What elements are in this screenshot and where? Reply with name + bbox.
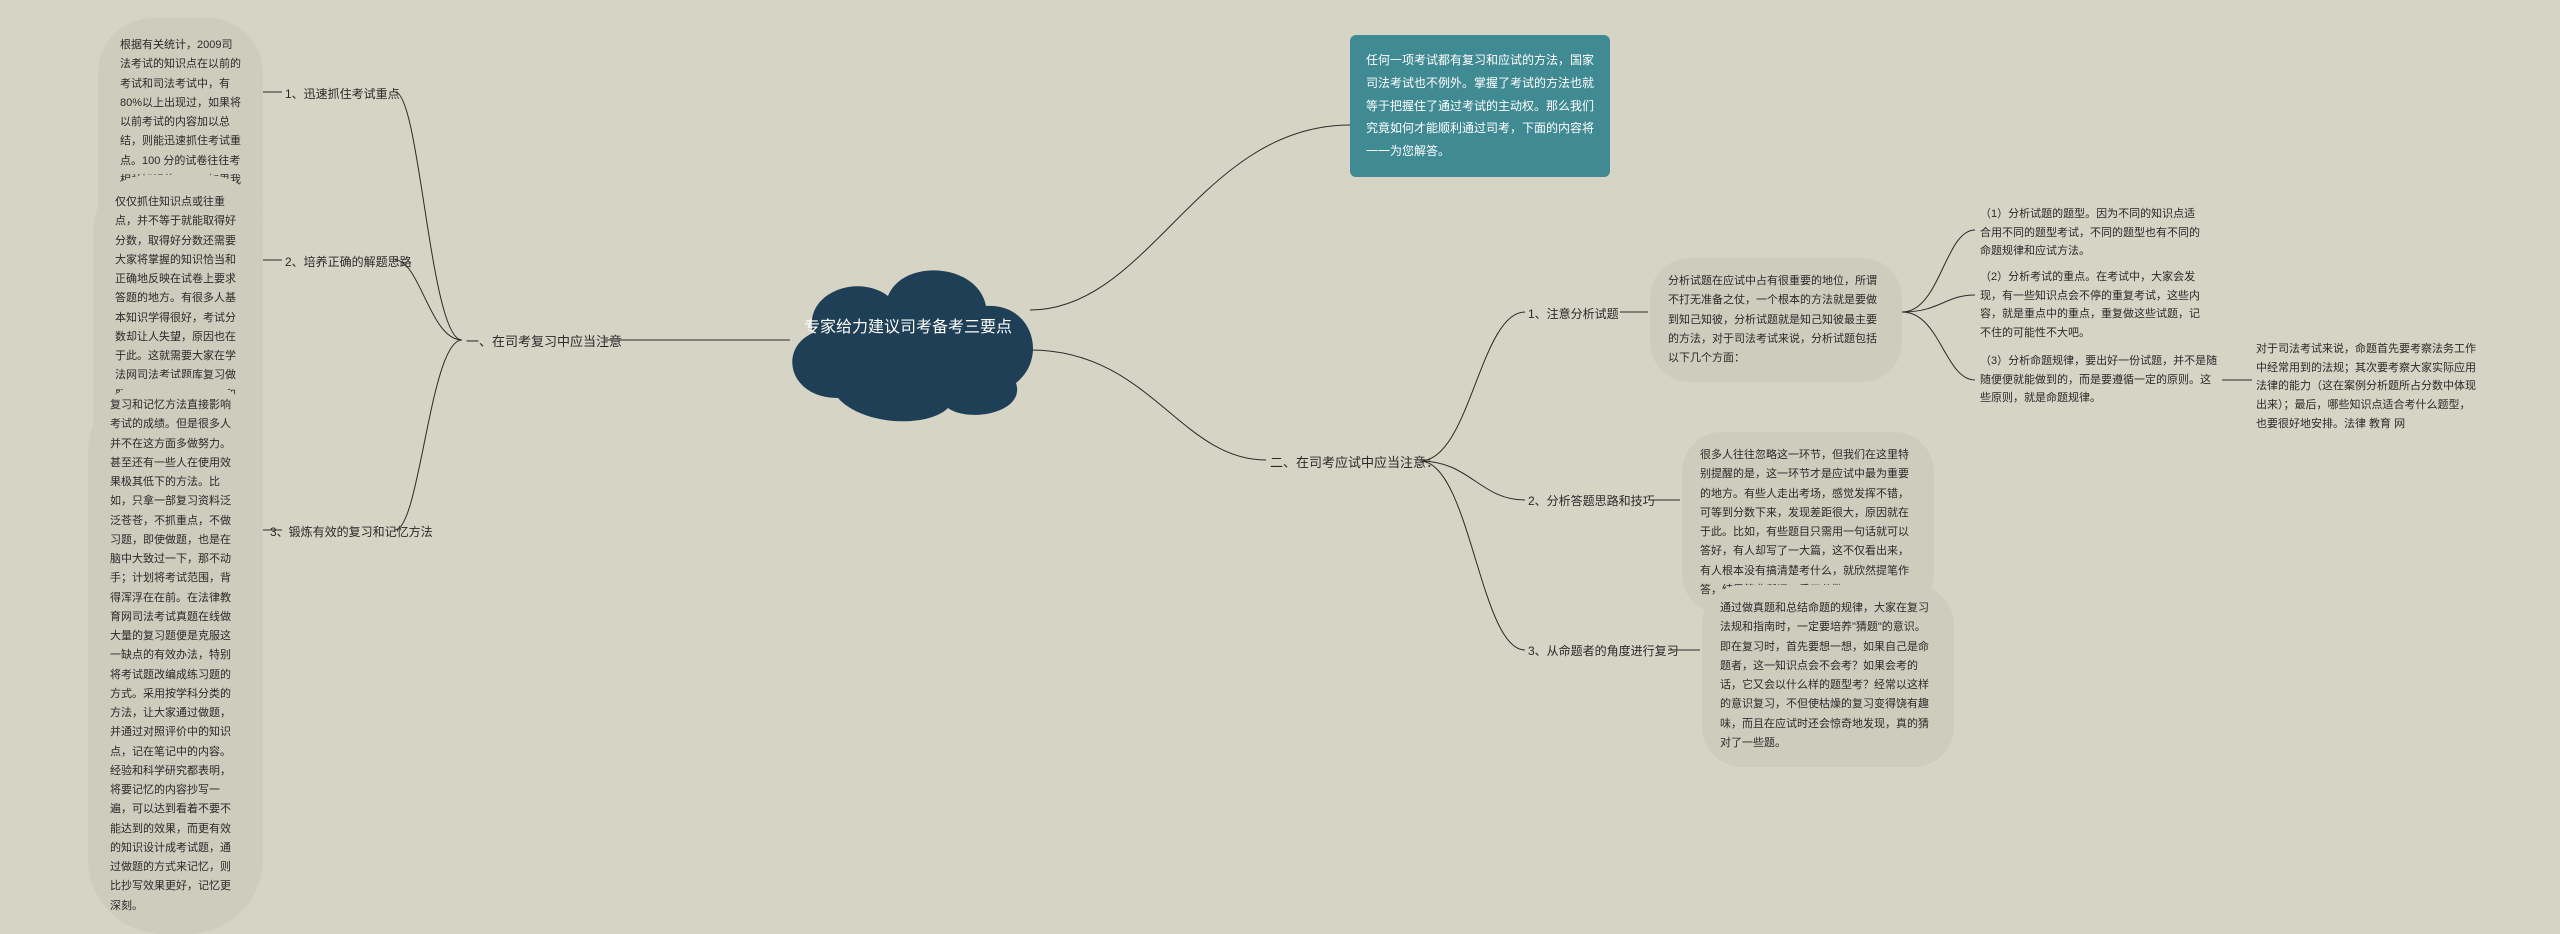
right-item-2-label: 2、分析答题思路和技巧 (1528, 492, 1655, 509)
right-item-1-sub-3-extra: 对于司法考试来说，命题首先要考察法务工作中经常用到的法规；其次要考察大家实际应用… (2256, 340, 2481, 433)
right-item-1-sub-1: （1）分析试题的题型。因为不同的知识点适合用不同的题型考试，不同的题型也有不同的… (1980, 205, 2205, 261)
right-item-1-sub-2: （2）分析考试的重点。在考试中，大家会发现，有一些知识点会不停的重复考试，这些内… (1980, 268, 2205, 343)
left-item-2-label: 2、培养正确的解题思路 (285, 253, 412, 270)
left-item-3-label: 3、锻炼有效的复习和记忆方法 (270, 523, 433, 540)
branch-left-label: 一、在司考复习中应当注意 (466, 331, 622, 350)
intro-text: 任何一项考试都有复习和应试的方法，国家司法考试也不例外。掌握了考试的方法也就等于… (1366, 53, 1594, 158)
right-item-1-sub-3: （3）分析命题规律，要出好一份试题，并不是随随便便就能做到的，而是要遵循一定的原… (1980, 352, 2220, 408)
right-item-3-label: 3、从命题者的角度进行复习 (1528, 642, 1679, 659)
right-item-3-desc: 通过做真题和总结命题的规律，大家在复习法规和指南时，一定要培养"猜题"的意识。即… (1702, 585, 1954, 767)
center-title: 专家给力建议司考备考三要点 (768, 316, 1048, 340)
right-item-1-desc: 分析试题在应试中占有很重要的地位，所谓不打无准备之仗，一个根本的方法就是要做到知… (1650, 258, 1902, 382)
branch-right-label: 二、在司考应试中应当注意： (1270, 452, 1439, 471)
left-item-3-desc: 复习和记忆方法直接影响考试的成绩。但是很多人并不在这方面多做努力。甚至还有一些人… (88, 378, 263, 934)
center-cloud: 专家给力建议司考备考三要点 (768, 248, 1048, 428)
intro-box: 任何一项考试都有复习和应试的方法，国家司法考试也不例外。掌握了考试的方法也就等于… (1350, 35, 1610, 177)
right-item-1-label: 1、注意分析试题 (1528, 305, 1619, 322)
left-item-1-label: 1、迅速抓住考试重点 (285, 85, 400, 102)
